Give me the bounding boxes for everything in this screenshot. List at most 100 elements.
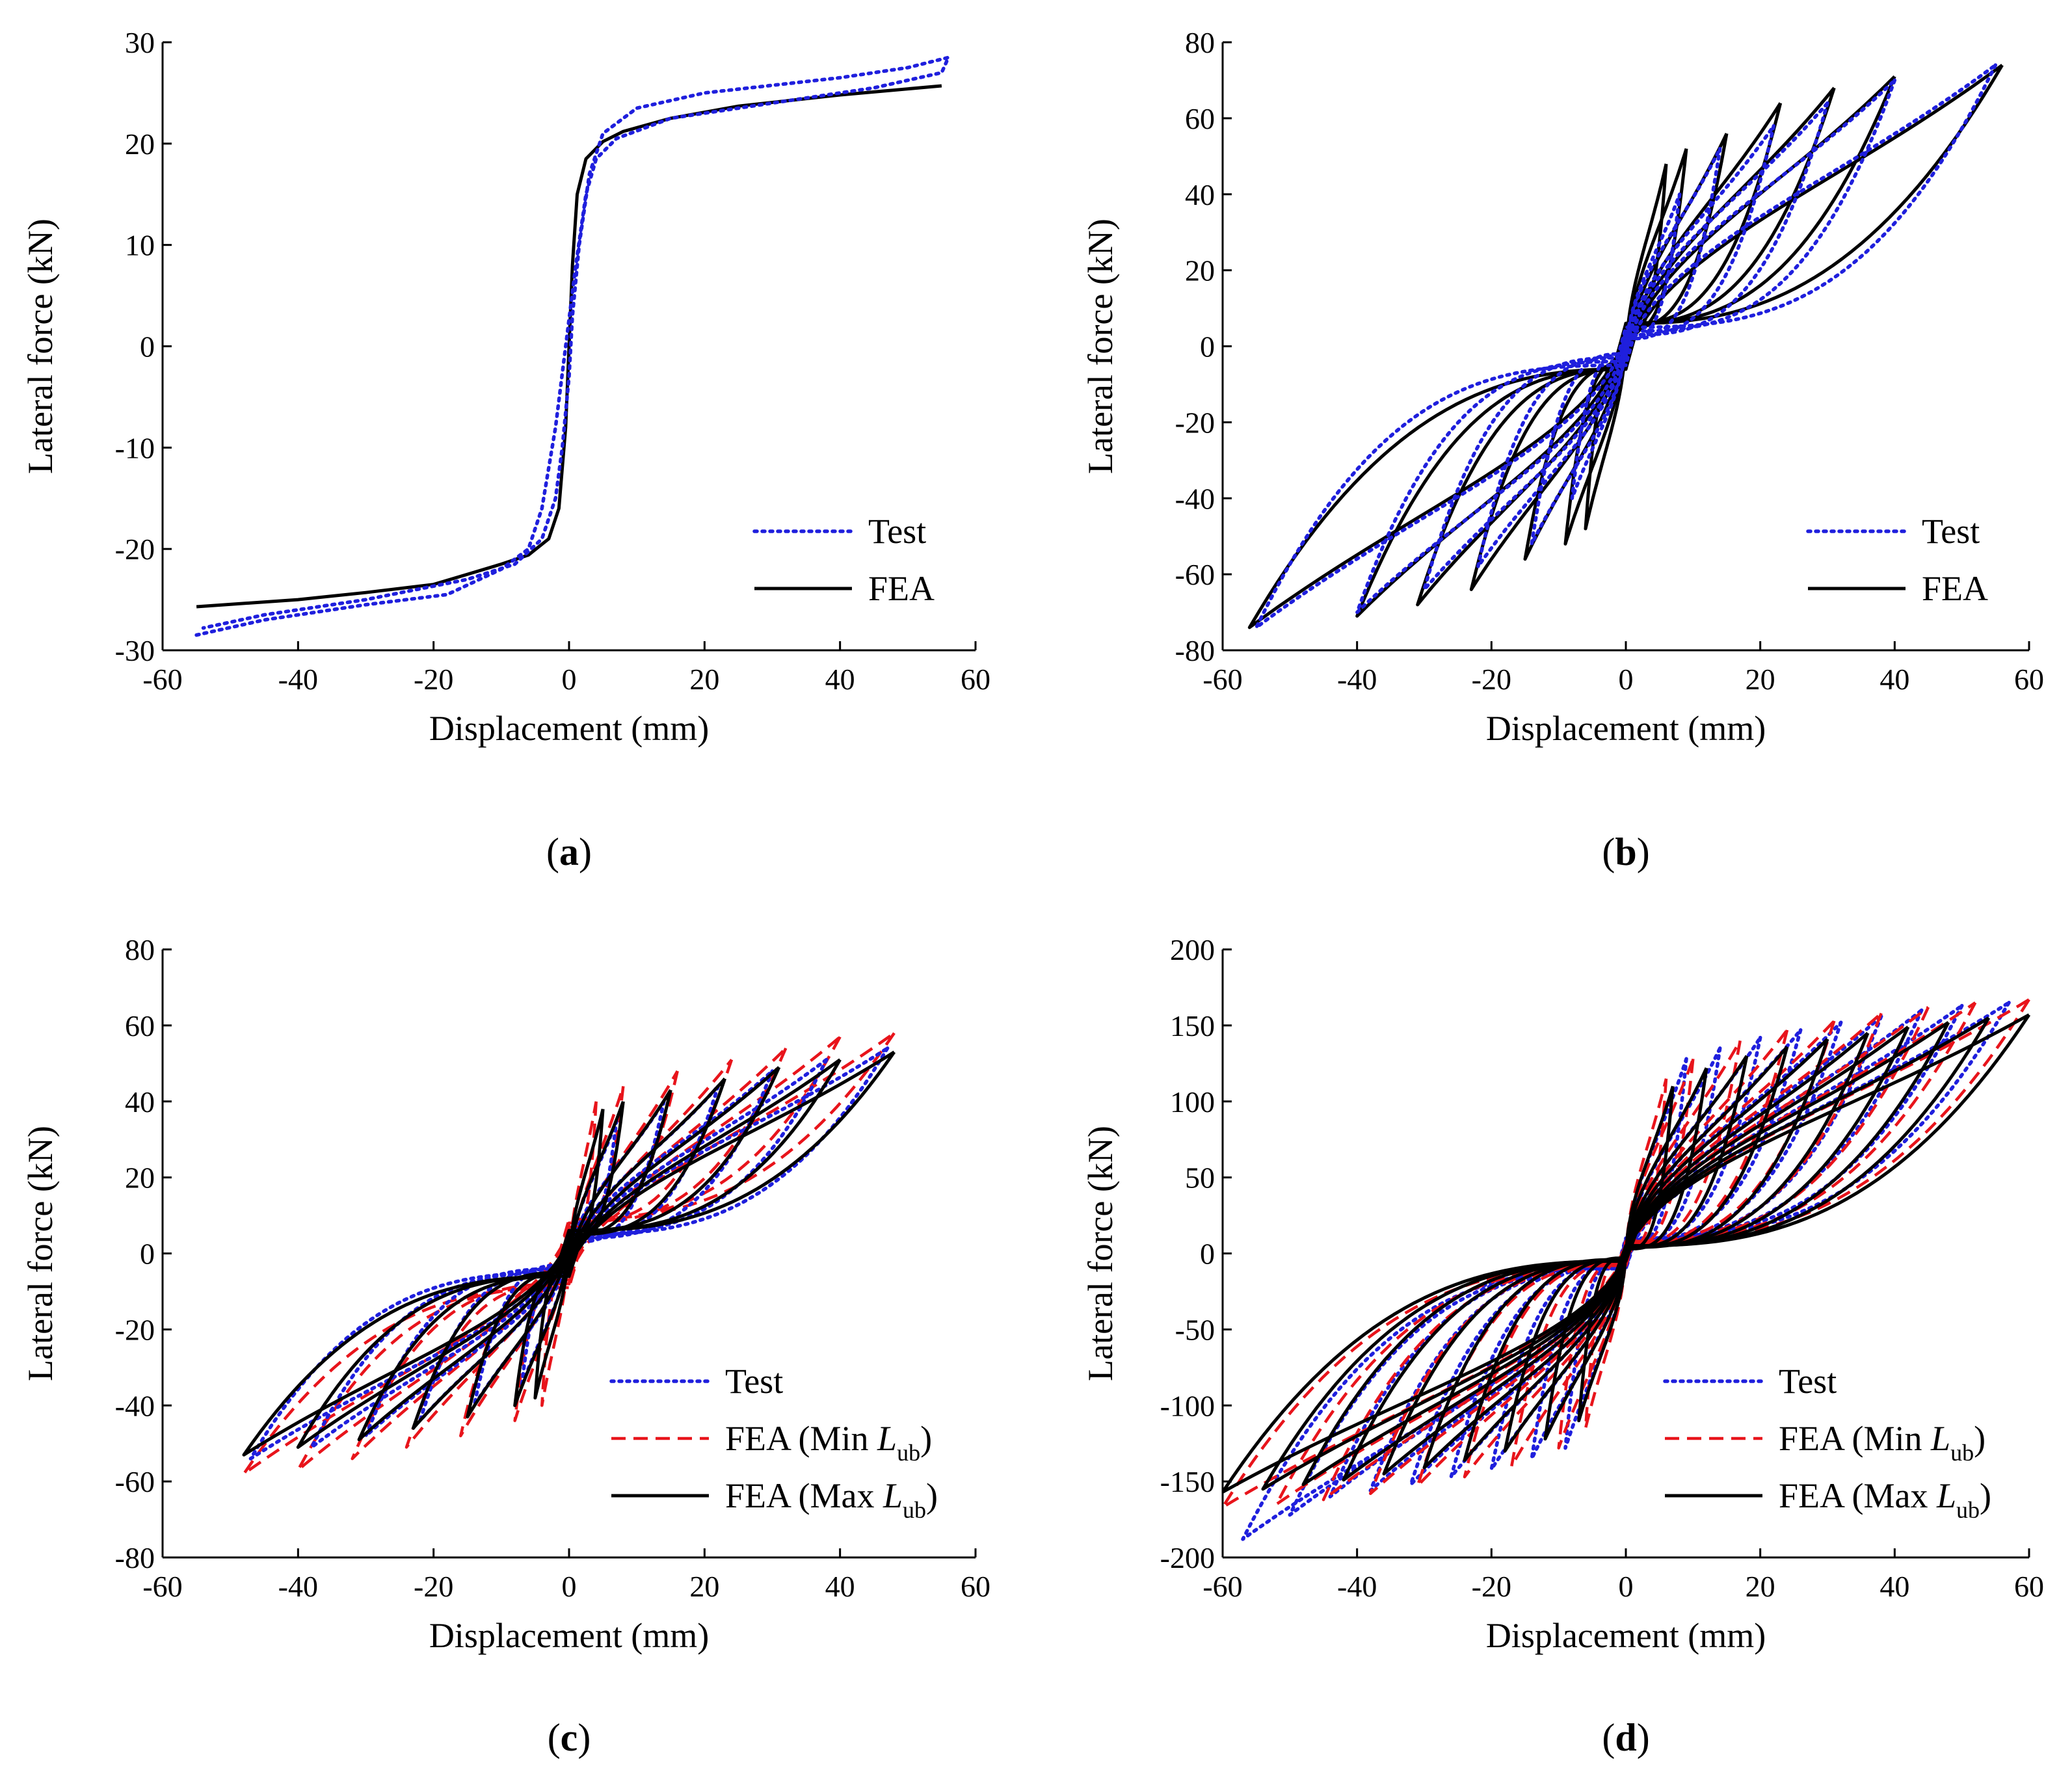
legend-label-subscript: ub — [903, 1497, 926, 1523]
legend-label-text: FEA (Min — [725, 1419, 877, 1458]
series-fea_max-cycle-24 — [1463, 1045, 1789, 1462]
x-tick-label: 40 — [825, 663, 855, 696]
series-fea-cycle-6 — [1584, 163, 1668, 531]
plot-area — [1247, 63, 2004, 629]
x-tick-label: 60 — [961, 663, 990, 696]
series-fea_min-cycle-17 — [1584, 1078, 1668, 1430]
x-tick-label: -60 — [142, 1570, 182, 1603]
caption-close: ) — [1637, 1716, 1650, 1759]
legend-label-test: Test — [1779, 1362, 1837, 1401]
series-fea_max-cycle-19 — [533, 1108, 605, 1400]
y-tick-label: -150 — [1160, 1465, 1215, 1498]
y-tick-label: -20 — [1175, 406, 1215, 439]
caption-close: ) — [578, 1716, 591, 1759]
legend-label-close: ) — [926, 1476, 938, 1515]
y-tick-label: 20 — [125, 1161, 155, 1195]
x-tick-label: 20 — [689, 1570, 719, 1603]
caption-letter: b — [1615, 830, 1636, 873]
legend-label-fea_min: FEA (Min Lub) — [1779, 1419, 1986, 1466]
y-axis-title: Lateral force (kN) — [1081, 1126, 1120, 1381]
y-tick-label: 0 — [1200, 330, 1215, 364]
y-tick-label: 0 — [1200, 1238, 1215, 1271]
caption-close: ) — [1637, 830, 1650, 873]
y-axis-title: Lateral force (kN) — [21, 1126, 60, 1381]
y-axis-title: Lateral force (kN) — [21, 218, 60, 474]
series-fea_max-cycle-14 — [296, 1058, 842, 1449]
series-fea_min-cycle-13 — [1416, 1020, 1836, 1488]
y-tick-label: -60 — [1175, 558, 1215, 591]
series-test-cycle-11 — [1530, 146, 1722, 546]
y-tick-label: -50 — [1175, 1313, 1215, 1346]
legend-label-fea_max: FEA (Max Lub) — [1779, 1476, 1991, 1523]
series-fea_max-cycle-20 — [1301, 1021, 1950, 1487]
series-fea_max-cycle-15 — [357, 1066, 781, 1442]
x-axis-title: Displacement (mm) — [1486, 1616, 1766, 1655]
y-tick-label: 20 — [125, 127, 155, 161]
y-tick-label: 60 — [1185, 102, 1215, 135]
legend-label-italic: L — [877, 1419, 897, 1458]
x-tick-label: 60 — [2014, 663, 2044, 696]
x-axis-title: Displacement (mm) — [429, 709, 709, 748]
legend-label-test: Test — [1922, 512, 1980, 551]
y-tick-label: -40 — [1175, 482, 1215, 515]
caption-letter: d — [1615, 1716, 1636, 1759]
legend-label-subscript: ub — [1950, 1440, 1974, 1466]
x-tick-label: 20 — [689, 663, 719, 696]
panel-d: -60 -40 -20 0 20 40 60-200-150-100-50050100150… — [1081, 933, 2044, 1759]
y-tick-label: -20 — [115, 533, 155, 566]
x-tick-label: 40 — [825, 1570, 855, 1603]
series-fea_max-cycle-21 — [1342, 1026, 1910, 1482]
y-tick-label: -10 — [115, 431, 155, 464]
caption-open: ( — [548, 1716, 561, 1759]
x-tick-label: -60 — [1202, 663, 1242, 696]
plot-area — [1223, 998, 2031, 1541]
legend-label-test: Test — [725, 1362, 783, 1401]
x-tick-label: 60 — [2014, 1570, 2044, 1603]
y-tick-label: 0 — [140, 1238, 155, 1271]
x-tick-label: 0 — [1619, 663, 1634, 696]
legend-label-italic: L — [883, 1476, 903, 1515]
legend-label-subscript: ub — [897, 1440, 920, 1466]
y-tick-label: -100 — [1160, 1389, 1215, 1422]
x-tick-label: -20 — [1472, 663, 1511, 696]
y-tick-label: -200 — [1160, 1541, 1215, 1574]
x-tick-label: -60 — [1202, 1570, 1242, 1603]
legend-label-close: ) — [1980, 1476, 1991, 1515]
x-tick-label: -40 — [1337, 1570, 1377, 1603]
caption-close: ) — [579, 830, 592, 873]
series-fea_min-cycle-9 — [1223, 998, 2030, 1509]
series-fea-cycle-1 — [1355, 75, 1896, 618]
panel-caption: (a) — [546, 830, 592, 873]
plot-area — [194, 55, 951, 637]
panel-caption: (b) — [1602, 830, 1649, 873]
legend-label-text: FEA (Max — [725, 1476, 883, 1515]
y-tick-label: 30 — [125, 26, 155, 59]
series-test-cycle-9 — [364, 1069, 775, 1438]
panel-caption: (c) — [548, 1716, 591, 1759]
legend-label-fea_max: FEA (Max Lub) — [725, 1476, 938, 1523]
series-fea_max-cycle-22 — [1382, 1031, 1870, 1476]
series-fea_max-cycle-17 — [466, 1089, 672, 1419]
legend-label-italic: L — [1936, 1476, 1956, 1515]
x-tick-label: 20 — [1746, 663, 1775, 696]
y-tick-label: 40 — [125, 1085, 155, 1119]
x-tick-label: -20 — [414, 1570, 453, 1603]
legend-label-text: FEA (Min — [1779, 1419, 1931, 1458]
y-tick-label: 10 — [125, 229, 155, 262]
series-test-cycle-10 — [1476, 124, 1776, 569]
legend-label-close: ) — [920, 1419, 932, 1458]
x-tick-label: -40 — [1337, 663, 1377, 696]
y-tick-label: -20 — [115, 1313, 155, 1346]
x-tick-label: 40 — [1879, 1570, 1909, 1603]
y-tick-label: 20 — [1185, 254, 1215, 287]
x-tick-label: -20 — [414, 663, 453, 696]
series-fea_min-cycle-0 — [242, 1031, 896, 1476]
plot-area — [242, 1031, 896, 1476]
series-fea_max-cycle-19 — [1261, 1016, 1991, 1491]
panel-caption: (d) — [1602, 1716, 1649, 1759]
y-tick-label: -30 — [115, 634, 155, 667]
series-fea_min-cycle-16 — [1557, 1058, 1695, 1450]
y-tick-label: 40 — [1185, 178, 1215, 211]
caption-letter: c — [561, 1716, 578, 1759]
